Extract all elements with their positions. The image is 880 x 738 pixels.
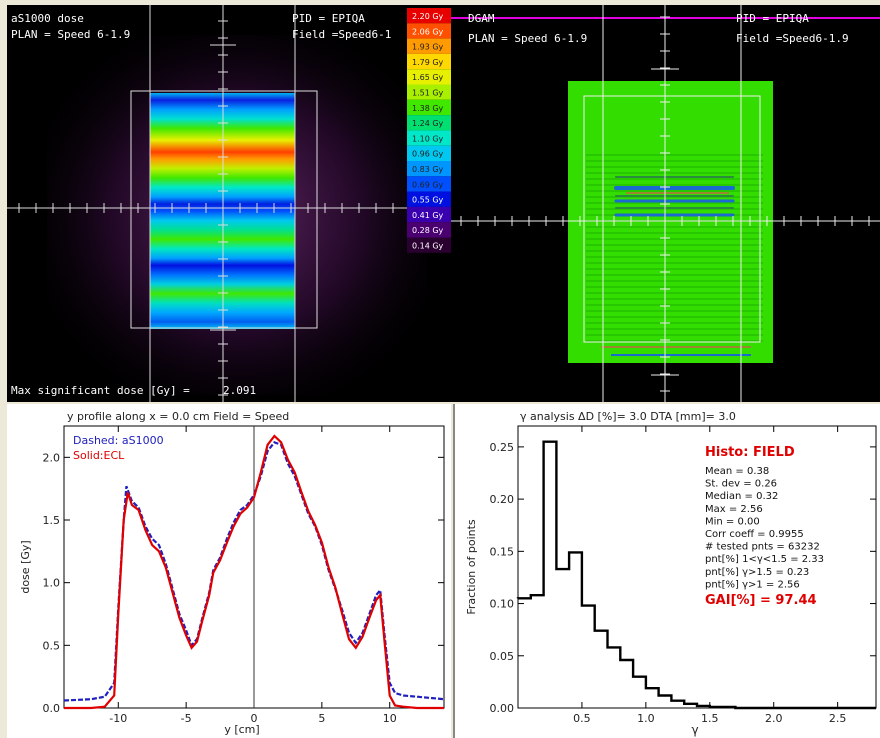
gamma-hist-panel: γ analysis ΔD [%]= 3.0 DTA [mm]= 3.0 0.5…	[453, 404, 880, 738]
colorbar-swatch	[407, 8, 451, 24]
hist-title: γ analysis ΔD [%]= 3.0 DTA [mm]= 3.0	[520, 410, 736, 423]
legend-dashed: Dashed: aS1000	[73, 434, 164, 447]
hist-xtick: 0.5	[573, 712, 591, 725]
colorbar-swatch	[407, 237, 451, 253]
profile-xtick: 0	[251, 712, 258, 725]
hist-ytick: 0.00	[490, 702, 515, 715]
hist-xlabel: γ	[691, 723, 698, 737]
profile-xtick: -10	[109, 712, 127, 725]
hist-xtick: 2.0	[765, 712, 783, 725]
stats-line: pnt[%] γ>1 = 2.56	[705, 579, 800, 590]
colorbar-label: 0.28 Gy	[412, 226, 444, 235]
colorbar-swatch	[407, 130, 451, 146]
gamma-title-1: DGAM	[468, 12, 495, 25]
stats-line: Max = 2.56	[705, 504, 763, 515]
hist-ytick: 0.15	[490, 545, 515, 558]
hist-xtick: 2.5	[829, 712, 847, 725]
stats-line: Mean = 0.38	[705, 466, 769, 477]
gamma-hist-chart: γ analysis ΔD [%]= 3.0 DTA [mm]= 3.0 0.5…	[465, 410, 877, 737]
colorbar-label: 1.38 Gy	[412, 104, 444, 113]
colorbar-swatch	[407, 145, 451, 161]
colorbar-swatch	[407, 69, 451, 85]
stats-line: Corr coeff = 0.9955	[705, 529, 804, 540]
profile-xtick: 5	[318, 712, 325, 725]
profile-plot-panel: y profile along x = 0.0 cm Field = Speed…	[7, 404, 451, 738]
gamma-map-image: DGAM PLAN = Speed 6-1.9 PID = EPIQA Fiel…	[451, 5, 880, 402]
dose-title-3: PID = EPIQA	[292, 12, 365, 25]
max-dose-value: 2.091	[223, 384, 256, 397]
colorbar-swatch	[407, 191, 451, 207]
gamma-map-panel: DGAM PLAN = Speed 6-1.9 PID = EPIQA Fiel…	[451, 5, 880, 402]
colorbar-label: 1.79 Gy	[412, 58, 444, 67]
colorbar-label: 0.69 Gy	[412, 180, 444, 189]
profile-ytick: 0.5	[43, 639, 61, 652]
colorbar-label: 2.20 Gy	[412, 12, 444, 21]
hist-xtick: 1.0	[637, 712, 655, 725]
dose-title-4: Field =Speed6-1	[292, 28, 391, 41]
profile-chart: y profile along x = 0.0 cm Field = Speed…	[19, 410, 445, 736]
profile-title: y profile along x = 0.0 cm Field = Speed	[67, 410, 289, 423]
colorbar-swatch	[407, 115, 451, 131]
hist-ytick: 0.20	[490, 493, 515, 506]
colorbar-swatch	[407, 23, 451, 39]
colorbar-swatch	[407, 99, 451, 116]
colorbar-swatch	[407, 176, 451, 192]
hist-steps	[516, 440, 876, 710]
stats-line: pnt[%] γ>1.5 = 0.23	[705, 567, 809, 578]
profile-ytick: 1.0	[43, 577, 61, 590]
colorbar-swatch	[407, 222, 451, 238]
profile-xtick: -5	[181, 712, 192, 725]
gamma-title-3: PID = EPIQA	[736, 12, 809, 25]
profile-ylabel: dose [Gy]	[19, 540, 32, 593]
hist-ytick: 0.25	[490, 441, 515, 454]
stats-line: Min = 0.00	[705, 516, 760, 527]
gamma-title-2: PLAN = Speed 6-1.9	[468, 32, 587, 45]
colorbar-label: 0.41 Gy	[412, 211, 444, 220]
colorbar-swatch	[407, 84, 451, 100]
colorbar-label: 0.14 Gy	[412, 242, 444, 251]
profile-ytick: 1.5	[43, 514, 61, 527]
colorbar-swatch	[407, 206, 451, 223]
colorbar-label: 1.93 Gy	[412, 43, 444, 52]
gai-value: GAI[%] = 97.44	[705, 593, 817, 608]
series-ecl-line	[64, 434, 444, 710]
colorbar-swatch	[407, 53, 451, 70]
colorbar-swatch	[407, 161, 451, 177]
colorbar-label: 2.06 Gy	[412, 27, 444, 36]
profile-ytick: 0.0	[43, 702, 61, 715]
stats-title: Histo: FIELD	[705, 445, 795, 460]
colorbar-label: 0.83 Gy	[412, 165, 444, 174]
colorbar-label: 1.65 Gy	[412, 73, 444, 82]
dose-map-panel: aS1000 dose PLAN = Speed 6-1.9 PID = EPI…	[7, 5, 451, 402]
dose-map-image: aS1000 dose PLAN = Speed 6-1.9 PID = EPI…	[7, 5, 451, 402]
stats-line: # tested pnts = 63232	[705, 542, 820, 553]
max-dose-label: Max significant dose [Gy] =	[11, 384, 190, 397]
stats-line: pnt[%] 1<γ<1.5 = 2.33	[705, 554, 824, 565]
hist-ytick: 0.10	[490, 598, 515, 611]
gamma-title-4: Field =Speed6-1.9	[736, 32, 849, 45]
stats-line: St. dev = 0.26	[705, 479, 777, 490]
legend-solid: Solid:ECL	[73, 449, 125, 462]
profile-xtick: 10	[383, 712, 397, 725]
colorbar-swatch	[407, 38, 451, 54]
hist-ylabel: Fraction of points	[465, 519, 478, 615]
hist-frame	[517, 425, 877, 709]
dose-title-1: aS1000 dose	[11, 12, 84, 25]
profile-ytick: 2.0	[43, 451, 61, 464]
colorbar-label: 0.55 Gy	[412, 196, 444, 205]
profile-xlabel: y [cm]	[224, 723, 259, 736]
hist-xtick: 1.5	[701, 712, 719, 725]
colorbar-label: 0.96 Gy	[412, 150, 444, 159]
colorbar: 2.20 Gy 2.06 Gy 1.93 Gy 1.79 Gy 1.65 Gy 1.51 …	[407, 8, 451, 253]
colorbar-label: 1.10 Gy	[412, 134, 444, 143]
hist-ytick: 0.05	[490, 650, 515, 663]
colorbar-label: 1.24 Gy	[412, 119, 444, 128]
stats-line: Median = 0.32	[705, 491, 778, 502]
colorbar-label: 1.51 Gy	[412, 89, 444, 98]
dose-title-2: PLAN = Speed 6-1.9	[11, 28, 130, 41]
